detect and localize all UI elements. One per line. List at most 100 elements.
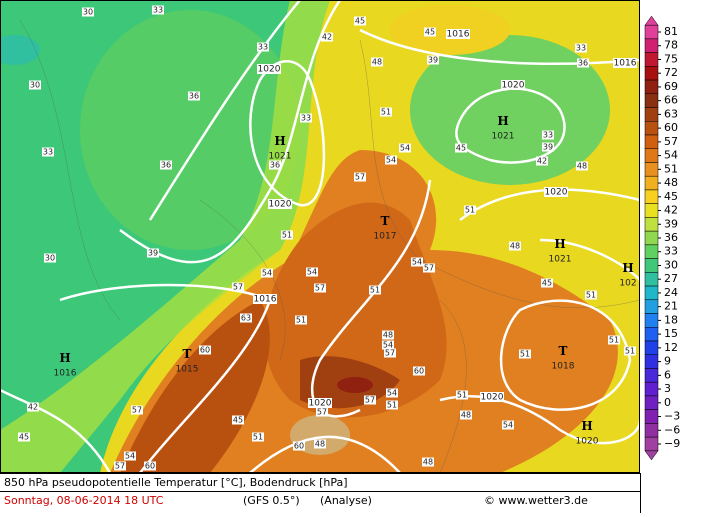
colorbar-cell: [644, 327, 659, 342]
colorbar-cell: [644, 395, 659, 410]
colorbar-cell: [644, 230, 659, 246]
temperature-label-bg: [29, 80, 41, 90]
isobar-label-bg: [480, 392, 504, 402]
temperature-label-bg: [382, 340, 394, 350]
temperature-label-bg: [385, 155, 397, 165]
colorbar-cell: [644, 436, 659, 452]
temperature-label: 51: [387, 401, 397, 410]
footer-model: (GFS 0.5°): [243, 494, 300, 507]
isobar-label: 1020: [258, 65, 281, 75]
pressure-value: 1021: [492, 132, 515, 142]
temperature-label-bg: [576, 161, 588, 171]
temperature-label: 57: [317, 408, 327, 417]
temperature-label-bg: [27, 402, 39, 412]
temperature-label-bg: [371, 57, 383, 67]
colorbar-cell: [644, 299, 659, 314]
colorbar-tick-label: −6: [664, 423, 680, 436]
colorbar-tick-label: 78: [664, 39, 678, 52]
temperature-label-bg: [269, 160, 281, 170]
colorbar-tick-label: 75: [664, 52, 678, 65]
temperature-label-bg: [575, 43, 587, 53]
isobar-label-bg: [308, 398, 332, 408]
footer-run: (Analyse): [320, 494, 372, 507]
temperature-label-bg: [455, 143, 467, 153]
pressure-symbol: T: [559, 344, 568, 358]
temperature-label-bg: [380, 107, 392, 117]
colorbar-cell: [644, 285, 659, 301]
temperature-label-bg: [18, 432, 30, 442]
footer-date: Sonntag, 08-06-2014 18 UTC: [4, 494, 164, 507]
colorbar-tick-label: 9: [664, 355, 671, 368]
temperature-label: 51: [520, 350, 530, 359]
temperature-label: 30: [30, 81, 40, 90]
temperature-label: 45: [355, 17, 365, 26]
isobar-label-bg: [446, 29, 470, 39]
temperature-label-bg: [413, 366, 425, 376]
temperature-label: 57: [355, 173, 365, 182]
temperature-label: 42: [322, 33, 332, 42]
pressure-value: 1017: [374, 232, 397, 242]
pressure-value: 1018: [552, 362, 575, 372]
temperature-label: 45: [542, 279, 552, 288]
temperature-label: 60: [294, 442, 304, 451]
temperature-label: 45: [19, 433, 29, 442]
temperature-label: 33: [301, 114, 311, 123]
colorbar-cell: [644, 313, 659, 328]
temperature-label: 36: [161, 161, 171, 170]
colorbar-tick-label: 39: [664, 217, 678, 230]
temperature-label-bg: [321, 32, 333, 42]
temperature-label-bg: [147, 248, 159, 258]
temperature-label-bg: [427, 55, 439, 65]
colorbar-cell: [644, 93, 659, 108]
colorbar-tick-label: 57: [664, 135, 678, 148]
colorbar-cell: [644, 272, 659, 287]
temperature-label: 39: [428, 56, 438, 65]
temperature-label-bg: [160, 160, 172, 170]
colorbar-tick-label: 81: [664, 25, 678, 38]
colorbar-tick-label: 36: [664, 231, 678, 244]
temperature-label-bg: [460, 410, 472, 420]
isobar-label-bg: [257, 64, 281, 74]
isobar-label: 1020: [309, 399, 332, 409]
colorbar-cell: [644, 409, 659, 424]
temperature-label: 51: [586, 291, 596, 300]
temperature-label-bg: [577, 58, 589, 68]
temperature-label: 54: [412, 258, 422, 267]
colorbar-tick-label: −9: [664, 437, 680, 450]
colorbar-tick-label: 63: [664, 107, 678, 120]
temperature-label-bg: [281, 230, 293, 240]
temperature-label: 51: [282, 231, 292, 240]
temperature-label: 60: [145, 462, 155, 471]
temperature-label: 33: [153, 6, 163, 15]
temperature-label-bg: [114, 461, 126, 471]
pressure-value: 1021: [269, 152, 292, 162]
pressure-value: 1020: [576, 437, 599, 447]
temperature-label: 33: [258, 43, 268, 52]
temperature-label: 45: [233, 416, 243, 425]
map: H 1021 T 1017 H 1021 H 1021 H 102 T 1015 H 1016 T 1018 H…: [0, 0, 640, 473]
colorbar-tick-label: 18: [664, 313, 678, 326]
temperature-label-bg: [131, 405, 143, 415]
pressure-symbol: T: [183, 347, 192, 361]
temperature-label: 57: [315, 284, 325, 293]
temperature-label: 42: [537, 157, 547, 166]
temperature-label-bg: [232, 282, 244, 292]
colorbar-cell: [644, 175, 659, 191]
colorbar-tick-label: 21: [664, 300, 678, 313]
temperature-label: 57: [115, 462, 125, 471]
temperature-label-bg: [536, 156, 548, 166]
colorbar-cell: [644, 203, 659, 218]
temperature-label: 54: [125, 452, 135, 461]
temperature-label-bg: [295, 315, 307, 325]
temperature-label: 36: [270, 161, 280, 170]
pressure-symbol: T: [381, 214, 390, 228]
temperature-label: 51: [381, 108, 391, 117]
temperature-label-bg: [199, 345, 211, 355]
temperature-label: 51: [457, 391, 467, 400]
temperature-label-bg: [44, 253, 56, 263]
temperature-label-bg: [316, 407, 328, 417]
temperature-label: 57: [385, 349, 395, 358]
colorbar-cell: [644, 381, 659, 397]
temperature-label-bg: [519, 349, 531, 359]
